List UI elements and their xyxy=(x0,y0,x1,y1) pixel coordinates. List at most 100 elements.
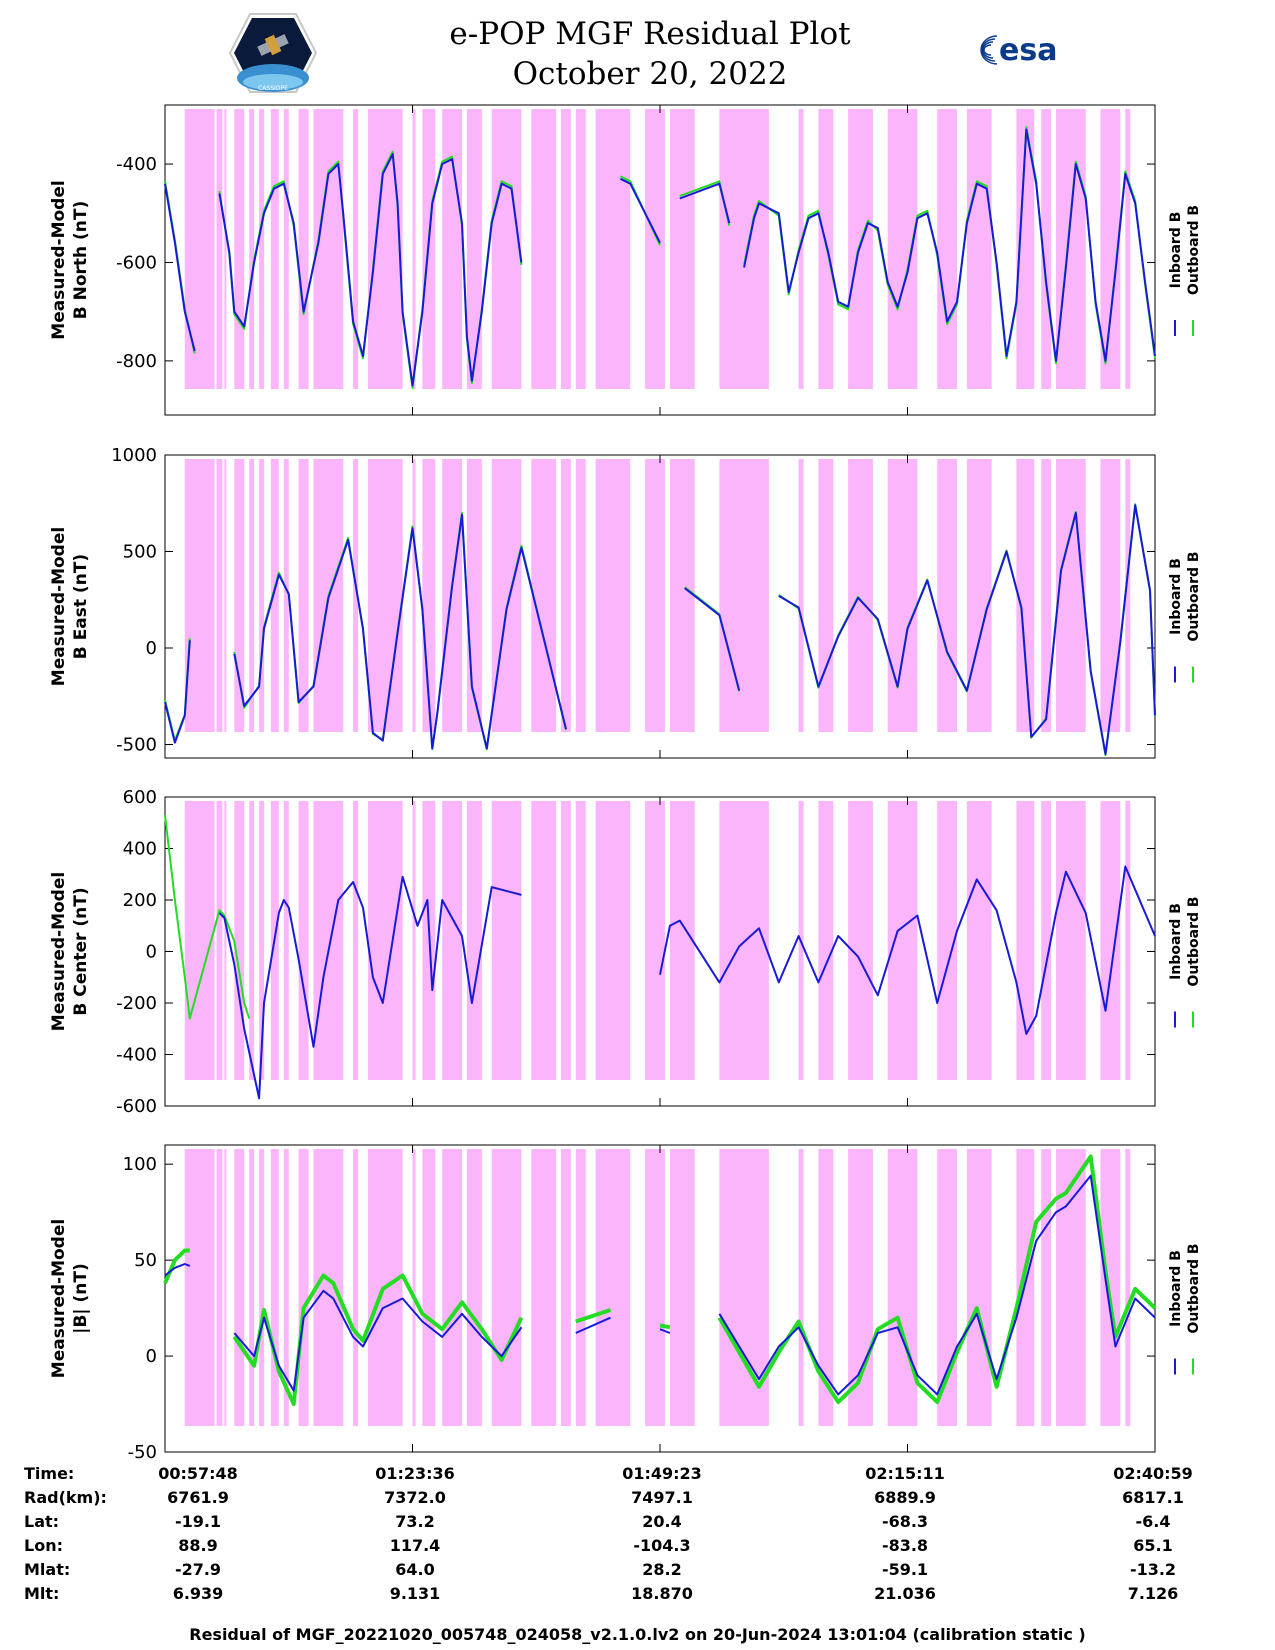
shaded-band xyxy=(595,459,631,732)
shaded-band xyxy=(848,801,873,1080)
shaded-band xyxy=(313,801,344,1080)
shaded-band xyxy=(234,459,245,732)
shaded-band xyxy=(234,109,245,389)
ephemeris-row-label: Lon: xyxy=(24,1536,63,1555)
shaded-band xyxy=(259,109,265,389)
shaded-band xyxy=(353,801,359,1080)
series-line-outboard xyxy=(164,814,251,1020)
shaded-band xyxy=(249,459,255,732)
shaded-band xyxy=(645,109,665,389)
shaded-band xyxy=(1041,801,1052,1080)
shaded-band xyxy=(466,801,482,1080)
y-tick-label: 100 xyxy=(123,1154,157,1175)
shaded-band xyxy=(937,109,957,389)
y-tick-label: 0 xyxy=(146,942,157,963)
shaded-band xyxy=(442,109,462,389)
ephemeris-value: 117.4 xyxy=(389,1536,441,1555)
ephemeris-value: 18.870 xyxy=(631,1584,693,1603)
shaded-band xyxy=(353,459,359,732)
shaded-band xyxy=(412,801,416,1080)
ephemeris-value: 88.9 xyxy=(178,1536,218,1555)
shaded-band xyxy=(719,801,769,1080)
shaded-band xyxy=(216,801,223,1080)
shaded-band xyxy=(531,459,557,732)
shaded-band xyxy=(1041,459,1052,732)
ephemeris-value: -19.1 xyxy=(174,1512,222,1531)
legend-label: Inboard B xyxy=(1168,903,1184,980)
ephemeris-value: 21.036 xyxy=(874,1584,936,1603)
shaded-band xyxy=(1041,109,1052,389)
y-tick-label: -500 xyxy=(116,734,157,755)
shaded-band xyxy=(313,109,344,389)
shaded-band xyxy=(818,459,834,732)
shaded-band xyxy=(719,109,769,389)
shaded-band xyxy=(575,1149,586,1426)
shaded-band xyxy=(234,801,245,1080)
ephemeris-value: 6817.1 xyxy=(1122,1488,1184,1507)
legend-label: Outboard B xyxy=(1186,551,1202,641)
shaded-band xyxy=(298,109,309,389)
y-axis-label: Measured-Model xyxy=(49,1219,69,1378)
series-line-inboard xyxy=(164,128,1156,387)
shaded-band xyxy=(259,459,265,732)
shaded-band xyxy=(966,1149,992,1426)
ephemeris-value: 73.2 xyxy=(395,1512,435,1531)
ephemeris-value: 01:23:36 xyxy=(375,1464,455,1483)
shaded-band xyxy=(184,1149,215,1426)
shaded-band xyxy=(966,801,992,1080)
shaded-band xyxy=(234,1149,245,1426)
shaded-band xyxy=(249,109,255,389)
shaded-band xyxy=(259,801,265,1080)
y-tick-label: 200 xyxy=(123,890,157,911)
svg-text:esa: esa xyxy=(999,33,1057,68)
y-tick-label: -800 xyxy=(116,351,157,372)
shaded-band xyxy=(645,1149,665,1426)
shaded-band xyxy=(491,109,522,389)
svg-text:CASSIOPE: CASSIOPE xyxy=(258,85,288,92)
title-line-2: October 20, 2022 xyxy=(512,56,788,92)
y-axis-label: Measured-Model xyxy=(49,872,69,1031)
shaded-band xyxy=(1100,109,1121,389)
shaded-band xyxy=(1016,801,1035,1080)
shaded-band xyxy=(216,1149,223,1426)
shaded-band xyxy=(442,459,462,732)
ephemeris-value: 6.939 xyxy=(172,1584,224,1603)
shaded-band xyxy=(298,801,309,1080)
shaded-band xyxy=(184,109,215,389)
shaded-band xyxy=(1125,801,1131,1080)
shaded-band xyxy=(283,459,289,732)
ephemeris-value: -83.8 xyxy=(881,1536,929,1555)
ephemeris-value: 00:57:48 xyxy=(158,1464,238,1483)
shaded-band xyxy=(1125,1149,1131,1426)
ephemeris-row-label: Rad(km): xyxy=(24,1488,107,1507)
shaded-band xyxy=(442,1149,462,1426)
shaded-band xyxy=(270,459,279,732)
shaded-band xyxy=(645,459,665,732)
shaded-band xyxy=(412,109,416,389)
footer-caption: Residual of MGF_20221020_005748_024058_v… xyxy=(189,1625,1086,1644)
ephemeris-value: 7.126 xyxy=(1127,1584,1179,1603)
shaded-band xyxy=(249,1149,255,1426)
legend-label: Inboard B xyxy=(1168,1250,1184,1327)
ephemeris-value: -68.3 xyxy=(881,1512,929,1531)
y-axis-label: B East (nT) xyxy=(71,554,91,659)
y-axis-label: B Center (nT) xyxy=(71,887,91,1015)
y-axis-label: Measured-Model xyxy=(49,180,69,339)
shaded-band xyxy=(224,801,227,1080)
shaded-band xyxy=(270,109,279,389)
shaded-band xyxy=(818,1149,834,1426)
shaded-band xyxy=(184,459,215,732)
shaded-band xyxy=(531,1149,557,1426)
shaded-band xyxy=(224,459,227,732)
shaded-band xyxy=(1016,109,1035,389)
ephemeris-value: -6.4 xyxy=(1135,1512,1171,1531)
shaded-band xyxy=(224,109,227,389)
shaded-band xyxy=(848,459,873,732)
shaded-band xyxy=(1056,1149,1086,1426)
shaded-band xyxy=(561,459,571,732)
shaded-band xyxy=(531,801,557,1080)
shaded-band xyxy=(422,1149,436,1426)
shaded-band xyxy=(531,109,557,389)
shaded-band xyxy=(848,1149,873,1426)
y-axis-label: |B| (nT) xyxy=(71,1263,91,1334)
